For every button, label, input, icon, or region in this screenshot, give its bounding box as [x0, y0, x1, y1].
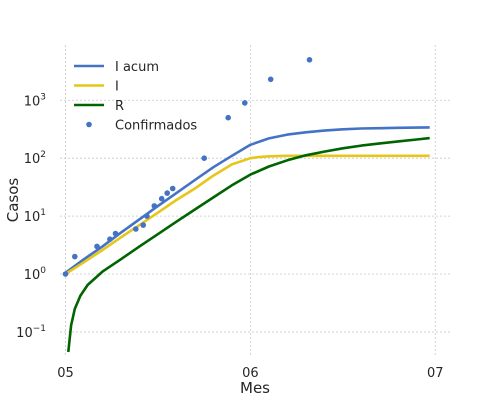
legend-swatch-confirmados [86, 121, 92, 128]
legend-label-r: R [115, 99, 124, 114]
data-point-confirmados [158, 195, 165, 202]
y-tick-label: 101 [24, 208, 46, 225]
data-point-confirmados [306, 57, 313, 63]
data-point-confirmados [133, 226, 139, 232]
data-point-confirmados [72, 253, 78, 260]
grid-lines [60, 45, 450, 355]
data-point-confirmados [164, 190, 170, 196]
series-line-i-acum [64, 126, 430, 274]
data-point-confirmados [267, 76, 274, 83]
x-tick-label: 06 [242, 366, 259, 381]
data-point-confirmados [94, 243, 100, 250]
data-point-confirmados [201, 155, 207, 161]
data-point-confirmados [225, 114, 231, 121]
data-point-confirmados [140, 222, 146, 228]
y-tick-label: 103 [24, 92, 46, 109]
legend-label-confirmados: Confirmados [115, 119, 197, 134]
x-axis-label: Mes [240, 379, 270, 397]
data-point-confirmados [107, 236, 113, 242]
y-tick-label: 100 [24, 266, 47, 283]
series-line-r [67, 136, 430, 353]
data-point-confirmados [169, 185, 176, 192]
legend-label-i: I [115, 80, 119, 95]
data-point-confirmados [112, 230, 119, 237]
y-tick-label: 10−1 [16, 324, 46, 341]
y-axis-label: Casos [4, 178, 22, 223]
legend-label-i-acum: I acum [115, 60, 159, 75]
data-point-confirmados [151, 203, 158, 209]
series-group [62, 57, 430, 353]
x-tick-label: 07 [427, 366, 444, 381]
data-point-confirmados [144, 213, 150, 219]
data-point-confirmados [242, 100, 248, 106]
x-tick-label: 05 [57, 366, 74, 381]
y-tick-label: 102 [24, 150, 46, 167]
series-line-i [64, 154, 430, 276]
data-point-confirmados [62, 271, 69, 277]
legend: I acum IR Confirmados [74, 60, 197, 134]
